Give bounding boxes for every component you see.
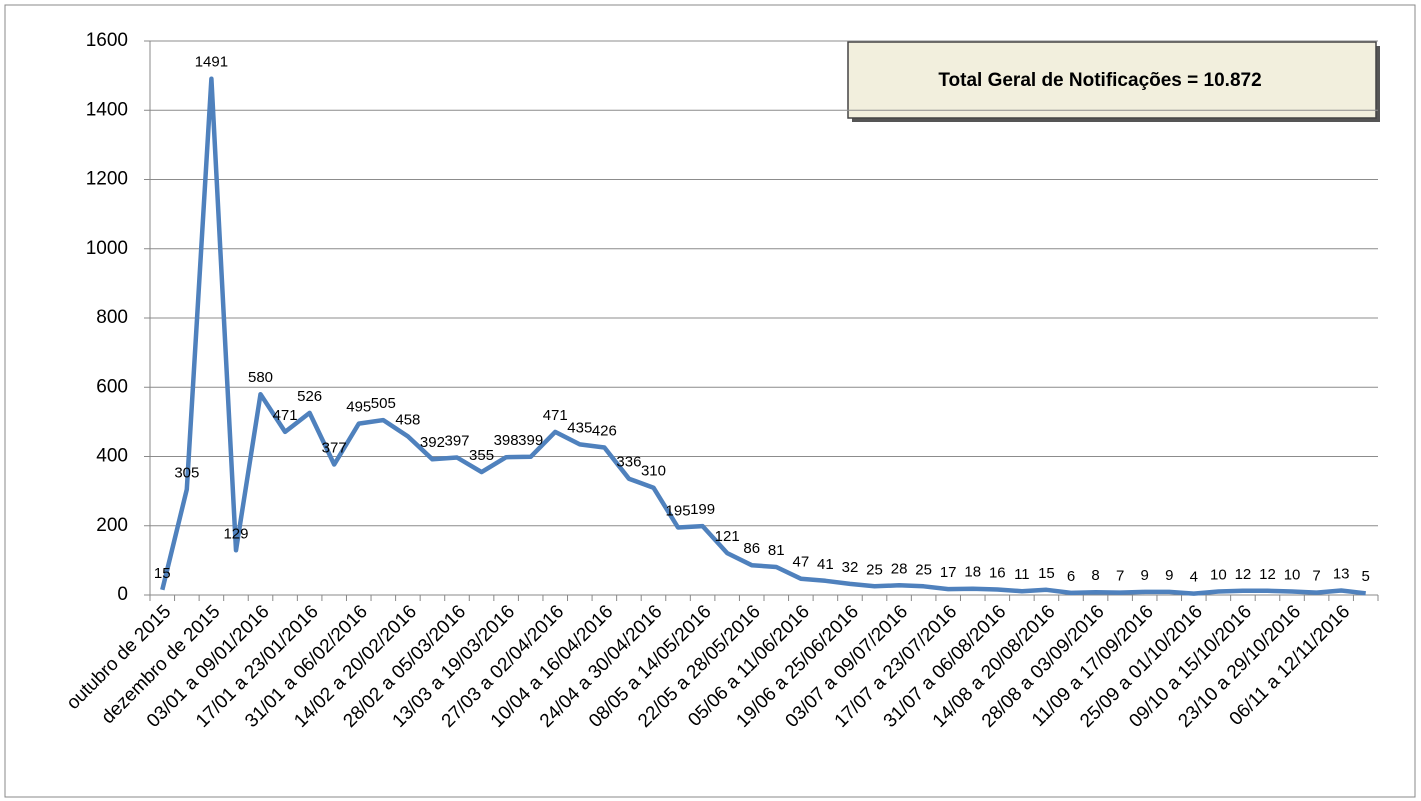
data-label: 1491 (195, 54, 228, 71)
data-label: 4 (1190, 569, 1198, 586)
data-label: 377 (322, 439, 347, 456)
data-label: 5 (1362, 568, 1370, 585)
data-label: 199 (690, 501, 715, 518)
data-label: 121 (715, 528, 740, 545)
data-label: 495 (346, 399, 371, 416)
data-label: 15 (154, 565, 171, 582)
data-label: 580 (248, 369, 273, 386)
chart-border (4, 4, 1416, 798)
data-label: 6 (1067, 568, 1075, 585)
data-label: 7 (1116, 568, 1124, 585)
data-label: 32 (842, 559, 859, 576)
data-label: 16 (989, 564, 1006, 581)
data-label: 435 (567, 419, 592, 436)
data-label: 458 (395, 411, 420, 428)
y-tick-label: 600 (96, 376, 128, 397)
data-label: 47 (792, 554, 809, 571)
data-label: 397 (444, 433, 469, 450)
data-label: 28 (891, 560, 908, 577)
data-label: 129 (223, 525, 248, 542)
data-label: 41 (817, 556, 834, 573)
data-label: 471 (543, 407, 568, 424)
data-label: 9 (1141, 567, 1149, 584)
data-label: 25 (866, 561, 883, 578)
data-label: 12 (1235, 566, 1252, 583)
data-label: 355 (469, 447, 494, 464)
data-label: 10 (1284, 567, 1301, 584)
data-label: 25 (915, 561, 932, 578)
y-tick-label: 800 (96, 307, 128, 328)
data-label: 12 (1259, 566, 1276, 583)
annotation: Total Geral de Notificações = 10.872 (938, 70, 1261, 91)
data-label: 17 (940, 564, 957, 581)
data-label: 86 (743, 540, 760, 557)
data-label: 426 (592, 422, 617, 439)
annotation-box (847, 41, 1377, 119)
data-label: 10 (1210, 567, 1227, 584)
y-tick-label: 0 (117, 584, 128, 605)
data-label: 471 (273, 407, 298, 424)
y-tick-label: 400 (96, 446, 128, 467)
data-label: 15 (1038, 565, 1055, 582)
data-label: 11 (1014, 566, 1030, 583)
data-label: 195 (666, 502, 691, 519)
y-tick-label: 1400 (86, 99, 128, 120)
data-label: 305 (174, 464, 199, 481)
data-label: 7 (1312, 568, 1320, 585)
data-line (160, 76, 1366, 596)
data-label: 399 (518, 432, 543, 449)
data-label: 310 (641, 463, 666, 480)
y-tick-label: 200 (96, 515, 128, 536)
data-label: 392 (420, 434, 445, 451)
data-label: 8 (1091, 567, 1099, 584)
data-label: 526 (297, 388, 322, 405)
data-label: 81 (768, 542, 785, 559)
data-label: 13 (1333, 565, 1350, 582)
data-label: 336 (616, 454, 641, 471)
y-tick-label: 1000 (86, 238, 128, 259)
data-label: 505 (371, 395, 396, 412)
y-tick-label: 1200 (86, 169, 128, 190)
data-label: 18 (964, 564, 981, 581)
y-tick-label: 1600 (86, 30, 128, 51)
data-label: 9 (1165, 567, 1173, 584)
data-label: 398 (494, 432, 519, 449)
